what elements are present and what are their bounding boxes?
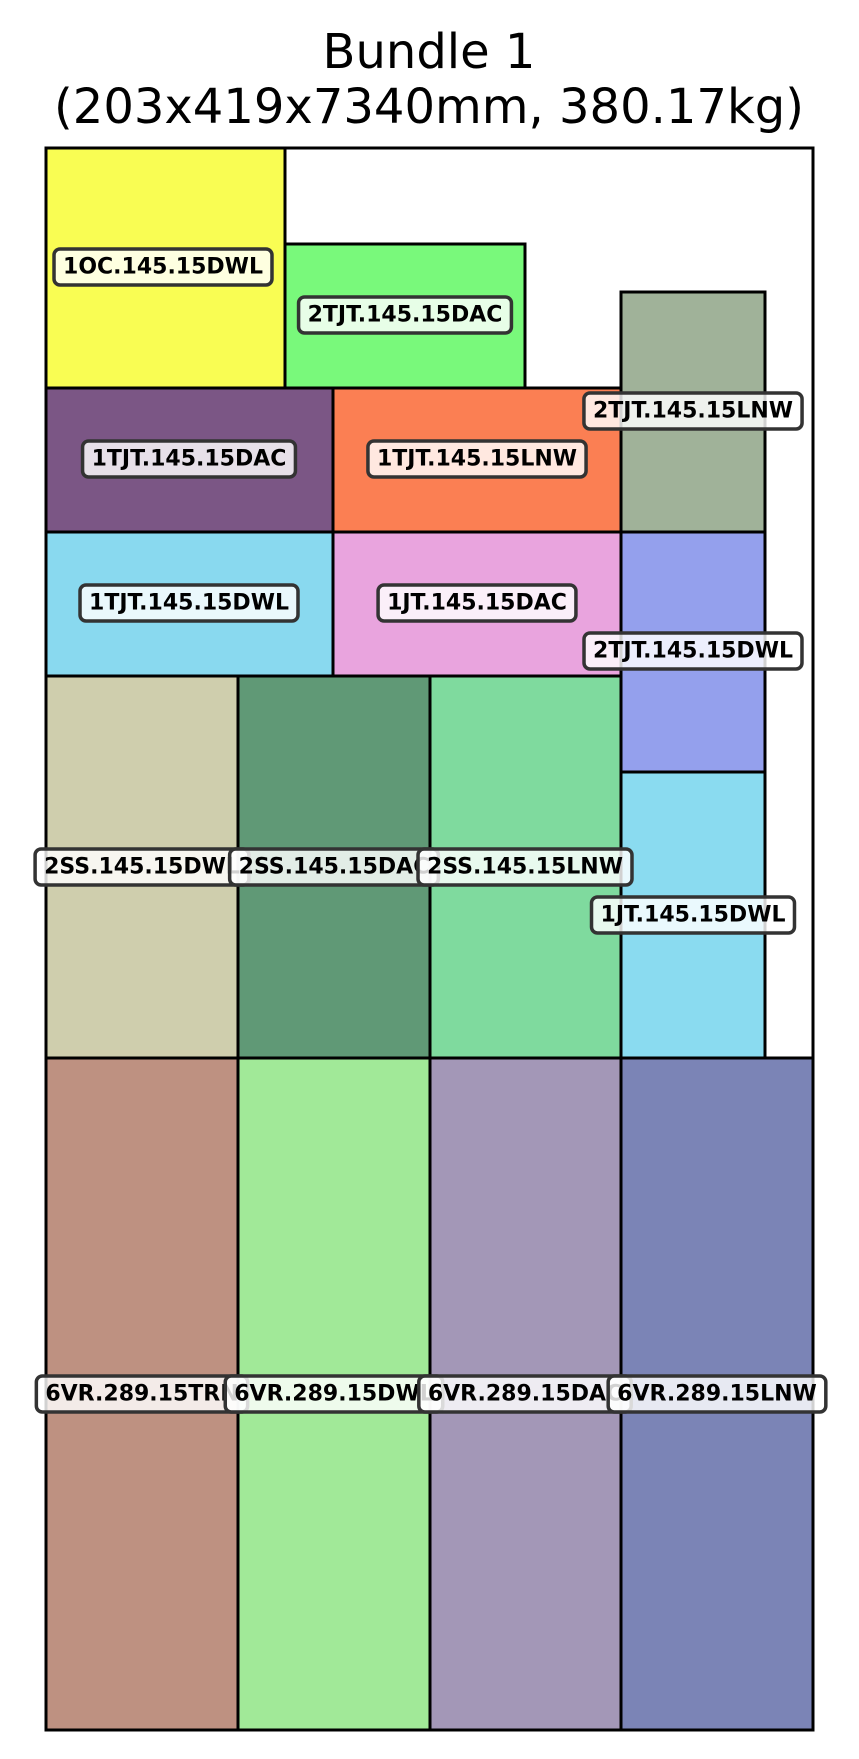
piece-label-2tjt-145-15dwl: 2TJT.145.15DWL [582, 631, 804, 671]
piece-label-6vr-289-15dac: 6VR.289.15DAC [417, 1374, 633, 1414]
piece-label-text: 2TJT.145.15LNW [593, 399, 793, 424]
piece-label-text: 1TJT.145.15DAC [92, 447, 287, 472]
pieces-layer [44, 146, 815, 1732]
label-box [296, 295, 514, 335]
piece-label-2ss-145-15dwl: 2SS.145.15DWL [33, 847, 251, 887]
piece-label-text: 2SS.145.15LNW [427, 855, 623, 880]
label-box [52, 247, 274, 287]
piece-label-2ss-145-15lnw: 2SS.145.15LNW [416, 847, 634, 887]
label-box [589, 895, 797, 935]
piece-label-text: 2SS.145.15DWL [44, 855, 240, 880]
piece-label-1tjt-145-15dwl: 1TJT.145.15DWL [78, 583, 300, 623]
piece-label-text: 1OC.145.15DWL [63, 255, 263, 280]
labels-layer: 1OC.145.15DWL 2TJT.145.15DAC 2TJT.145.15LN… [33, 247, 828, 1414]
piece-label-text: 6VR.289.15DAC [428, 1382, 622, 1407]
piece-label-text: 1JT.145.15DWL [601, 903, 786, 928]
label-box [416, 847, 634, 887]
piece-label-6vr-289-15trn: 6VR.289.15TRN [34, 1374, 250, 1414]
piece-label-1tjt-145-15dac: 1TJT.145.15DAC [80, 439, 298, 479]
label-box [376, 583, 578, 623]
piece-label-6vr-289-15lnw: 6VR.289.15LNW [606, 1374, 828, 1414]
piece-label-text: 6VR.289.15TRN [45, 1382, 238, 1407]
piece-label-1jt-145-15dac: 1JT.145.15DAC [376, 583, 578, 623]
piece-label-2tjt-145-15lnw: 2TJT.145.15LNW [582, 391, 804, 431]
piece-label-2tjt-145-15dac: 2TJT.145.15DAC [296, 295, 514, 335]
bundle-dimensions: (203x419x7340mm, 380.17kg) [54, 79, 804, 135]
piece-label-text: 1TJT.145.15LNW [377, 447, 577, 472]
piece-label-text: 6VR.289.15DWL [234, 1382, 433, 1407]
label-box [606, 1374, 828, 1414]
label-box [78, 583, 300, 623]
label-box [582, 631, 804, 671]
piece-label-2ss-145-15dac: 2SS.145.15DAC [227, 847, 441, 887]
piece-label-1tjt-145-15lnw: 1TJT.145.15LNW [366, 439, 588, 479]
piece-label-text: 1JT.145.15DAC [387, 591, 567, 616]
piece-label-text: 2TJT.145.15DWL [593, 639, 793, 664]
piece-label-1oc-145-15dwl: 1OC.145.15DWL [52, 247, 274, 287]
piece-label-text: 1TJT.145.15DWL [89, 591, 289, 616]
piece-label-6vr-289-15dwl: 6VR.289.15DWL [223, 1374, 445, 1414]
label-box [366, 439, 588, 479]
bundle-title: Bundle 1 [323, 24, 536, 80]
piece-label-text: 2SS.145.15DAC [239, 855, 430, 880]
label-box [80, 439, 298, 479]
piece-label-text: 2TJT.145.15DAC [308, 303, 503, 328]
piece-label-text: 6VR.289.15LNW [617, 1382, 817, 1407]
label-box [582, 391, 804, 431]
piece-label-1jt-145-15dwl: 1JT.145.15DWL [589, 895, 797, 935]
